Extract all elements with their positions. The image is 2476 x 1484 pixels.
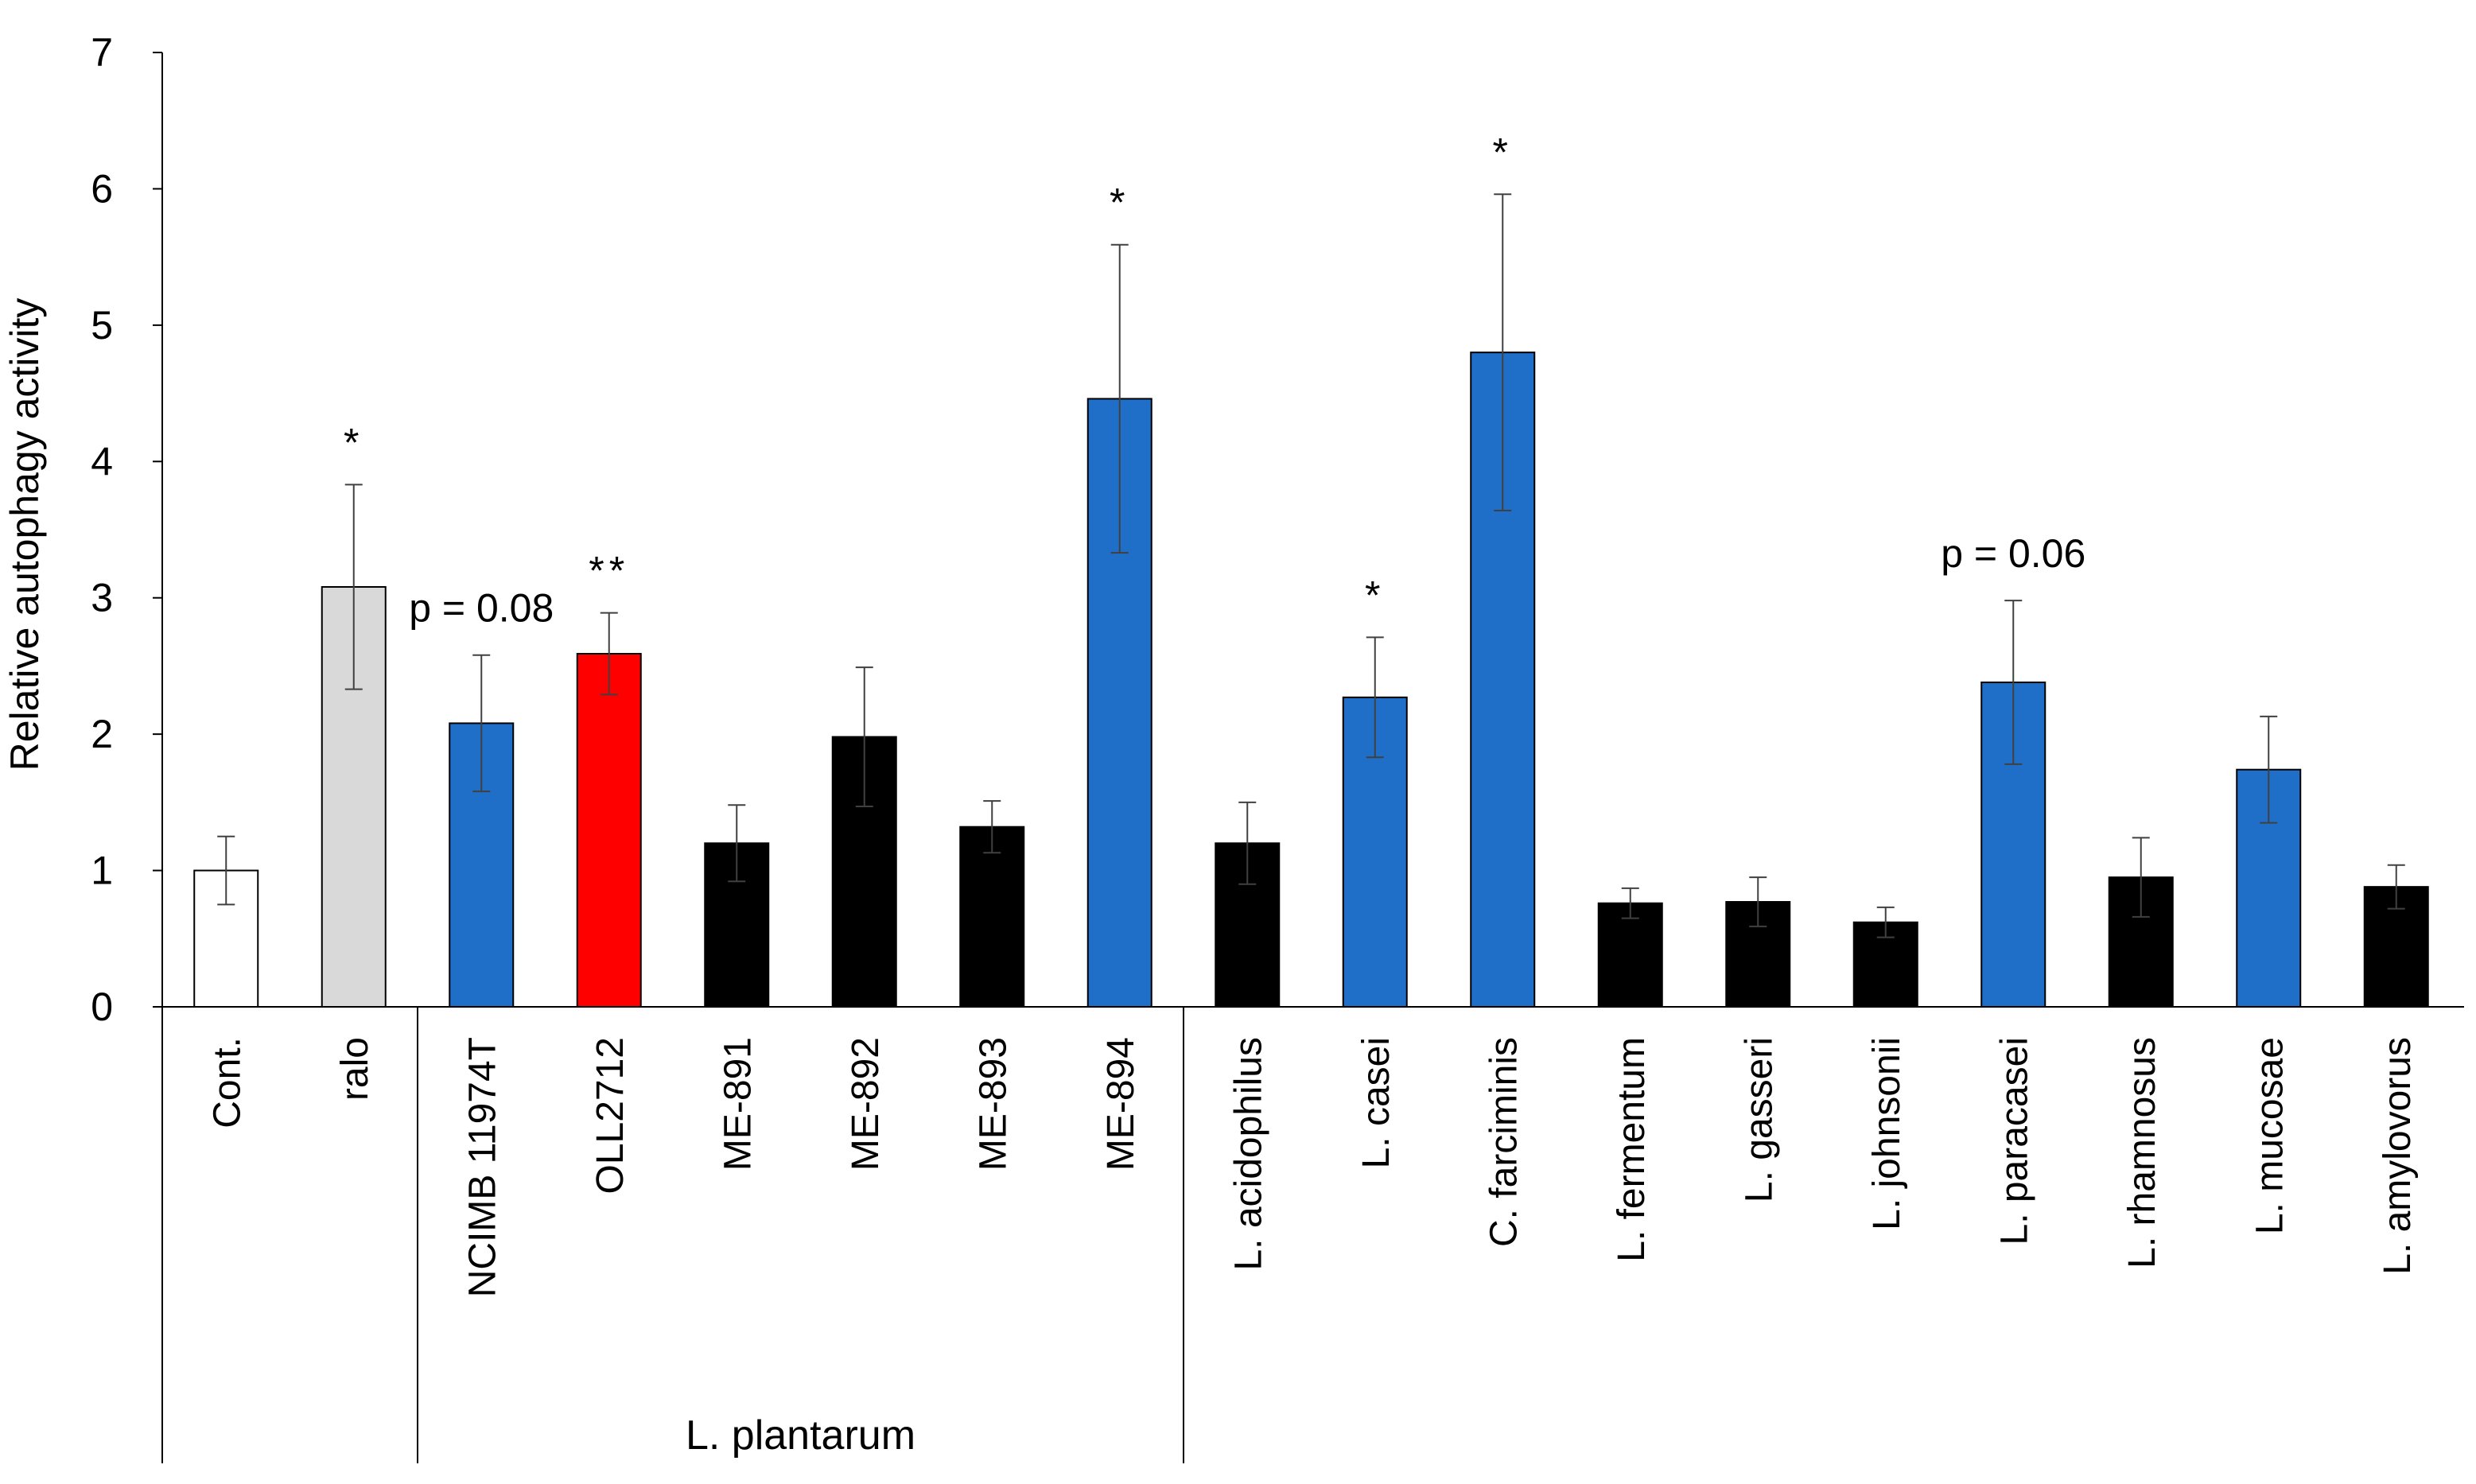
category-label: L. rhamnosus [2121,1037,2163,1268]
p-value-annotation: p = 0.08 [409,586,554,631]
category-label: ME-894 [1100,1037,1142,1171]
group-label: L. plantarum [686,1412,915,1459]
group-dividers [417,1007,1184,1463]
bar [959,826,1025,1008]
category-label: L. acidophilus [1227,1037,1269,1271]
category-label: ME-893 [972,1037,1014,1171]
significance-star: ** [589,549,629,593]
category-label: ME-891 [717,1037,759,1171]
y-tick-label: 4 [91,439,113,484]
category-label: L. casei [1355,1037,1397,1168]
category-label: L. gasseri [1738,1037,1780,1202]
bars [193,352,2429,1008]
group-labels: L. plantarum [686,1412,915,1459]
y-axis-ticks: 0 1 2 3 4 5 6 7 [91,30,162,1029]
y-tick-label: 3 [91,576,113,620]
bar [1597,902,1663,1008]
bar [576,653,642,1008]
significance-star: * [1493,130,1513,174]
significance-star: * [344,420,363,464]
axes [161,52,2464,1463]
category-label: L. fermentum [1611,1037,1653,1262]
category-label: OLL2712 [589,1037,632,1195]
y-tick-label: 5 [91,303,113,348]
category-label: ralo [334,1037,376,1101]
category-label: L. paracasei [1993,1037,2035,1245]
category-label: C. farciminis [1483,1037,1525,1247]
category-label: ME-892 [845,1037,887,1171]
bar [704,842,770,1008]
significance-star: * [1110,181,1129,225]
y-tick-label: 0 [91,985,113,1029]
category-label: Cont. [206,1037,248,1129]
y-tick-label: 2 [91,712,113,756]
category-label: L. amylovorus [2377,1037,2419,1275]
y-tick-label: 6 [91,166,113,211]
y-tick-label: 1 [91,849,113,893]
category-label: L. johnsonii [1866,1037,1908,1230]
category-label: L. mucosae [2249,1037,2291,1234]
p-value-annotation: p = 0.06 [1941,531,2085,576]
y-axis-title: Relative autophagy activity [2,298,47,771]
category-labels: Cont. ralo NCIMB 11974T OLL2712 ME-891 ME-892… [206,1037,2419,1297]
significance-markers: ****** [344,130,1513,617]
category-label: NCIMB 11974T [461,1037,503,1297]
error-bars [217,193,2405,938]
significance-star: * [1365,573,1385,617]
p-value-annotations: p = 0.08 p = 0.06 [409,531,2085,631]
y-tick-label: 7 [91,30,113,75]
